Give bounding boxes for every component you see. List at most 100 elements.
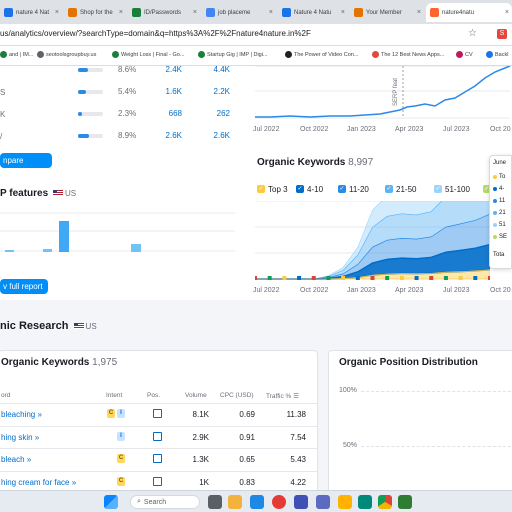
- task-view-icon[interactable]: [208, 495, 222, 509]
- traffic-link[interactable]: 262: [216, 109, 230, 118]
- app-icon[interactable]: [316, 495, 330, 509]
- compare-button[interactable]: npare: [0, 153, 52, 168]
- serp-change-marker[interactable]: [429, 276, 434, 280]
- keywords-link[interactable]: 668: [168, 109, 182, 118]
- legend-checkbox-icon[interactable]: ✓: [483, 185, 491, 193]
- keyword-link[interactable]: bleaching »: [1, 410, 42, 419]
- legend-item[interactable]: ✓ 11-20: [338, 182, 369, 196]
- app-icon[interactable]: [338, 495, 352, 509]
- serp-change-marker[interactable]: [473, 276, 478, 280]
- browser-tab[interactable]: job placeme ×: [202, 3, 276, 22]
- keyword-link[interactable]: hing skin »: [1, 432, 40, 442]
- keyword-link[interactable]: hing cream for face »: [1, 477, 77, 487]
- tooltip-row: 11: [493, 198, 505, 204]
- chrome-icon[interactable]: [378, 495, 392, 509]
- serp-change-marker[interactable]: [355, 276, 360, 280]
- tab-label: Shop for the: [80, 9, 113, 16]
- taskbar-search[interactable]: ⌕ Search: [130, 495, 200, 509]
- traffic-link[interactable]: 2.2K: [213, 87, 230, 96]
- browser-tab[interactable]: nature4natu ×: [426, 3, 512, 22]
- close-icon[interactable]: ×: [340, 9, 345, 16]
- bookmark-item[interactable]: Backl: [486, 51, 508, 58]
- close-icon[interactable]: ×: [54, 9, 59, 16]
- header-intent[interactable]: Intent: [106, 392, 123, 399]
- close-icon[interactable]: ×: [504, 9, 509, 16]
- traffic-link[interactable]: 2.6K: [213, 131, 230, 140]
- serp-change-marker[interactable]: [458, 276, 463, 280]
- serp-position-icon[interactable]: [153, 454, 162, 463]
- bookmark-item[interactable]: CV: [456, 51, 473, 58]
- browser-tab[interactable]: ID/Passwords ×: [128, 3, 200, 22]
- legend-checkbox-icon[interactable]: ✓: [257, 185, 265, 193]
- serp-change-marker[interactable]: [255, 276, 257, 280]
- keywords-link[interactable]: 1.6K: [165, 87, 182, 96]
- serp-change-marker[interactable]: [385, 276, 390, 280]
- bookmark-item[interactable]: The Power of Video Con...: [285, 51, 358, 58]
- serp-change-marker[interactable]: [370, 276, 375, 280]
- legend-checkbox-icon[interactable]: ✓: [385, 185, 393, 193]
- header-cpc[interactable]: CPC (USD): [220, 392, 254, 399]
- bookmark-star-icon[interactable]: ☆: [468, 28, 477, 39]
- browser-tab[interactable]: Nature 4 Natu ×: [278, 3, 348, 22]
- legend-checkbox-icon[interactable]: ✓: [338, 185, 346, 193]
- keywords-link[interactable]: 2.4K: [165, 66, 182, 74]
- browser-tab[interactable]: Your Member ×: [350, 3, 424, 22]
- legend-item[interactable]: ✓ Top 3: [257, 182, 288, 196]
- sort-icon[interactable]: ☰: [293, 393, 299, 400]
- serp-change-marker[interactable]: [443, 276, 448, 280]
- bookmark-item[interactable]: The 12 Best News Apps...: [372, 51, 444, 58]
- serp-change-marker[interactable]: [341, 276, 346, 280]
- app-icon[interactable]: [358, 495, 372, 509]
- header-volume[interactable]: Volume: [185, 392, 207, 399]
- extension-icon[interactable]: S: [497, 29, 507, 39]
- header-keyword[interactable]: ord: [1, 392, 11, 399]
- chevron-right-icon: »: [69, 477, 77, 487]
- legend-item[interactable]: ✓ 51-100: [434, 182, 470, 196]
- store-icon[interactable]: [294, 495, 308, 509]
- bookmark-label: The Power of Video Con...: [294, 51, 359, 58]
- legend-item[interactable]: ✓ 4-10: [296, 182, 323, 196]
- close-icon[interactable]: ×: [416, 9, 421, 16]
- keywords-link[interactable]: 2.6K: [165, 131, 182, 140]
- legend-checkbox-icon[interactable]: ✓: [296, 185, 304, 193]
- share-bar: [78, 112, 103, 116]
- serp-change-marker[interactable]: [297, 276, 302, 280]
- serp-change-marker[interactable]: [414, 276, 419, 280]
- bookmark-item[interactable]: seotoolsgroupbuy.us: [37, 51, 96, 58]
- opera-icon[interactable]: [272, 495, 286, 509]
- traffic-link[interactable]: 4.4K: [213, 66, 230, 74]
- serp-change-marker[interactable]: [399, 276, 404, 280]
- browser-tab[interactable]: Shop for the ×: [64, 3, 126, 22]
- close-icon[interactable]: ×: [192, 9, 197, 16]
- legend-item[interactable]: ✓ 21-50: [385, 182, 416, 196]
- view-full-report-button[interactable]: v full report: [0, 279, 48, 294]
- serp-features-title: P features US: [0, 188, 76, 199]
- browser-tab[interactable]: nature 4 Nat ×: [0, 3, 62, 22]
- serp-change-marker[interactable]: [311, 276, 316, 280]
- bookmark-item[interactable]: Startup Gig | IMP | Digi...: [198, 51, 268, 58]
- url-field[interactable]: us/analytics/overview/?searchType=domain…: [0, 29, 311, 38]
- serp-change-marker[interactable]: [267, 276, 272, 280]
- tab-favicon-icon: [132, 8, 141, 17]
- app-icon[interactable]: [398, 495, 412, 509]
- serp-change-marker[interactable]: [326, 276, 331, 280]
- share-percent: 5.4%: [118, 87, 137, 96]
- file-explorer-icon[interactable]: [228, 495, 242, 509]
- close-icon[interactable]: ×: [268, 9, 273, 16]
- header-position[interactable]: Pos.: [147, 392, 161, 399]
- edge-icon[interactable]: [250, 495, 264, 509]
- serp-position-icon[interactable]: [153, 476, 162, 486]
- bookmark-item[interactable]: and | IM...: [0, 51, 33, 58]
- windows-start-icon[interactable]: [104, 495, 118, 509]
- serp-change-marker[interactable]: [282, 276, 287, 280]
- close-icon[interactable]: ×: [118, 9, 123, 16]
- header-traffic[interactable]: Traffic % ☰: [266, 392, 299, 400]
- legend-checkbox-icon[interactable]: ✓: [434, 185, 442, 193]
- bookmark-item[interactable]: Weight Loss | Final - Go...: [112, 51, 184, 58]
- serp-position-icon[interactable]: [153, 431, 162, 441]
- chevron-right-icon: »: [24, 455, 32, 464]
- legend-label: 4-10: [307, 184, 324, 194]
- serp-change-marker[interactable]: [488, 276, 490, 280]
- serp-position-icon[interactable]: [153, 409, 162, 418]
- keyword-link[interactable]: bleach »: [1, 455, 32, 464]
